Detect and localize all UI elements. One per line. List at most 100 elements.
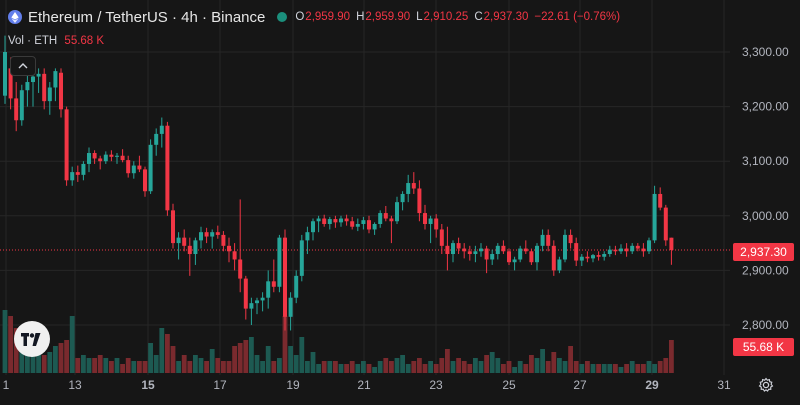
candle-body (546, 234, 551, 246)
volume-bar (624, 364, 629, 373)
candle-body (70, 172, 75, 181)
candle-body (350, 221, 355, 227)
volume-bar (36, 352, 41, 373)
volume-bar (75, 358, 81, 373)
low-label: L (416, 11, 423, 23)
last-price-badge: 2,937.30 (733, 243, 794, 261)
volume-bar (601, 364, 607, 373)
volume-bar (288, 346, 293, 373)
market-status-dot (277, 12, 288, 22)
candle-body (473, 251, 478, 255)
candle-body (311, 221, 315, 233)
volume-bar (456, 358, 461, 373)
volume-bar (629, 361, 635, 373)
tradingview-logo-icon[interactable] (14, 321, 50, 357)
volume-bar (232, 346, 237, 373)
candle-body (551, 245, 556, 271)
volume-bar (590, 364, 596, 373)
close-value: 2,937.30 (483, 11, 529, 23)
candle-body (355, 223, 360, 227)
volume-bar (271, 361, 277, 373)
candle-body (210, 232, 215, 237)
time-tick-label: 17 (213, 378, 227, 392)
candle-body (423, 213, 427, 224)
candle-body (232, 251, 237, 260)
candle-body (165, 125, 170, 211)
volume-bar (529, 355, 534, 373)
volume-bar (501, 364, 506, 373)
candle-body (322, 218, 327, 224)
volume-bar (428, 361, 433, 373)
candle-body (283, 237, 287, 317)
volume-bar (573, 361, 579, 373)
candle-body (372, 223, 377, 230)
price-tick-label: 3,100.00 (742, 154, 789, 168)
volume-bar (198, 358, 204, 373)
volume-bar (618, 367, 624, 373)
candle-body (327, 219, 332, 224)
candle-body (266, 281, 271, 298)
candle-body (400, 193, 405, 203)
volume-bar (193, 355, 198, 373)
time-axis: 1 13 15 17 19 21 23 25 27 29 31 (3, 378, 731, 392)
volume-bar (125, 358, 131, 373)
volume-bar (344, 364, 349, 373)
candle-body (333, 219, 338, 223)
volume-bar (53, 346, 58, 373)
volume-bar (657, 361, 663, 373)
candle-body (305, 232, 310, 241)
candle-body (109, 154, 114, 157)
volume-bar (221, 361, 226, 373)
candle-body (87, 153, 91, 164)
candle-body (484, 248, 489, 260)
volume-bars (2, 310, 674, 373)
volume-bar (394, 358, 400, 373)
volume-bar (506, 361, 512, 373)
settings-icon[interactable] (758, 377, 774, 393)
candle-body (523, 248, 528, 252)
candle-body (64, 109, 69, 181)
candle-body (126, 160, 131, 174)
volume-bar (30, 349, 36, 373)
candle-body (512, 259, 517, 263)
symbol-title[interactable]: Ethereum / TetherUS · 4h · Binance (28, 8, 266, 26)
candle-body (389, 218, 394, 222)
time-tick-label: 21 (357, 378, 371, 392)
candle-body (215, 232, 220, 235)
volume-bar (254, 355, 260, 373)
volume-bar (568, 346, 573, 373)
time-tick-label: 29 (645, 378, 659, 392)
volume-bar (517, 361, 523, 373)
volume-bar (120, 364, 125, 373)
candle-body (249, 303, 254, 309)
candle-body (31, 76, 35, 83)
candle-body (596, 255, 601, 257)
candle-body (367, 220, 371, 230)
volume-bar (69, 316, 75, 373)
candle-body (434, 218, 439, 230)
volume-bar (293, 355, 299, 373)
volume-bar (176, 361, 181, 373)
candle-body (154, 133, 159, 145)
volume-bar (389, 361, 394, 373)
candle-body (395, 202, 399, 222)
chart-header: Ethereum / TetherUS · 4h · Binance O 2,9… (8, 7, 626, 27)
volume-bar (641, 364, 646, 373)
candle-body (339, 218, 343, 223)
candle-body (445, 245, 450, 255)
volume-bar (299, 337, 305, 373)
volume-bar (103, 358, 109, 373)
candle-body (647, 240, 651, 252)
volume-bar (321, 361, 327, 373)
candle-body (428, 218, 433, 224)
volume-bar (652, 364, 657, 373)
candle-body (294, 275, 299, 298)
volume-bar (596, 364, 601, 373)
volume-bar (305, 361, 310, 373)
candle-body (221, 234, 226, 246)
candle-body (411, 183, 416, 189)
candle-body (148, 144, 153, 192)
collapse-legend-button[interactable] (10, 56, 36, 76)
volume-bar (338, 364, 344, 373)
